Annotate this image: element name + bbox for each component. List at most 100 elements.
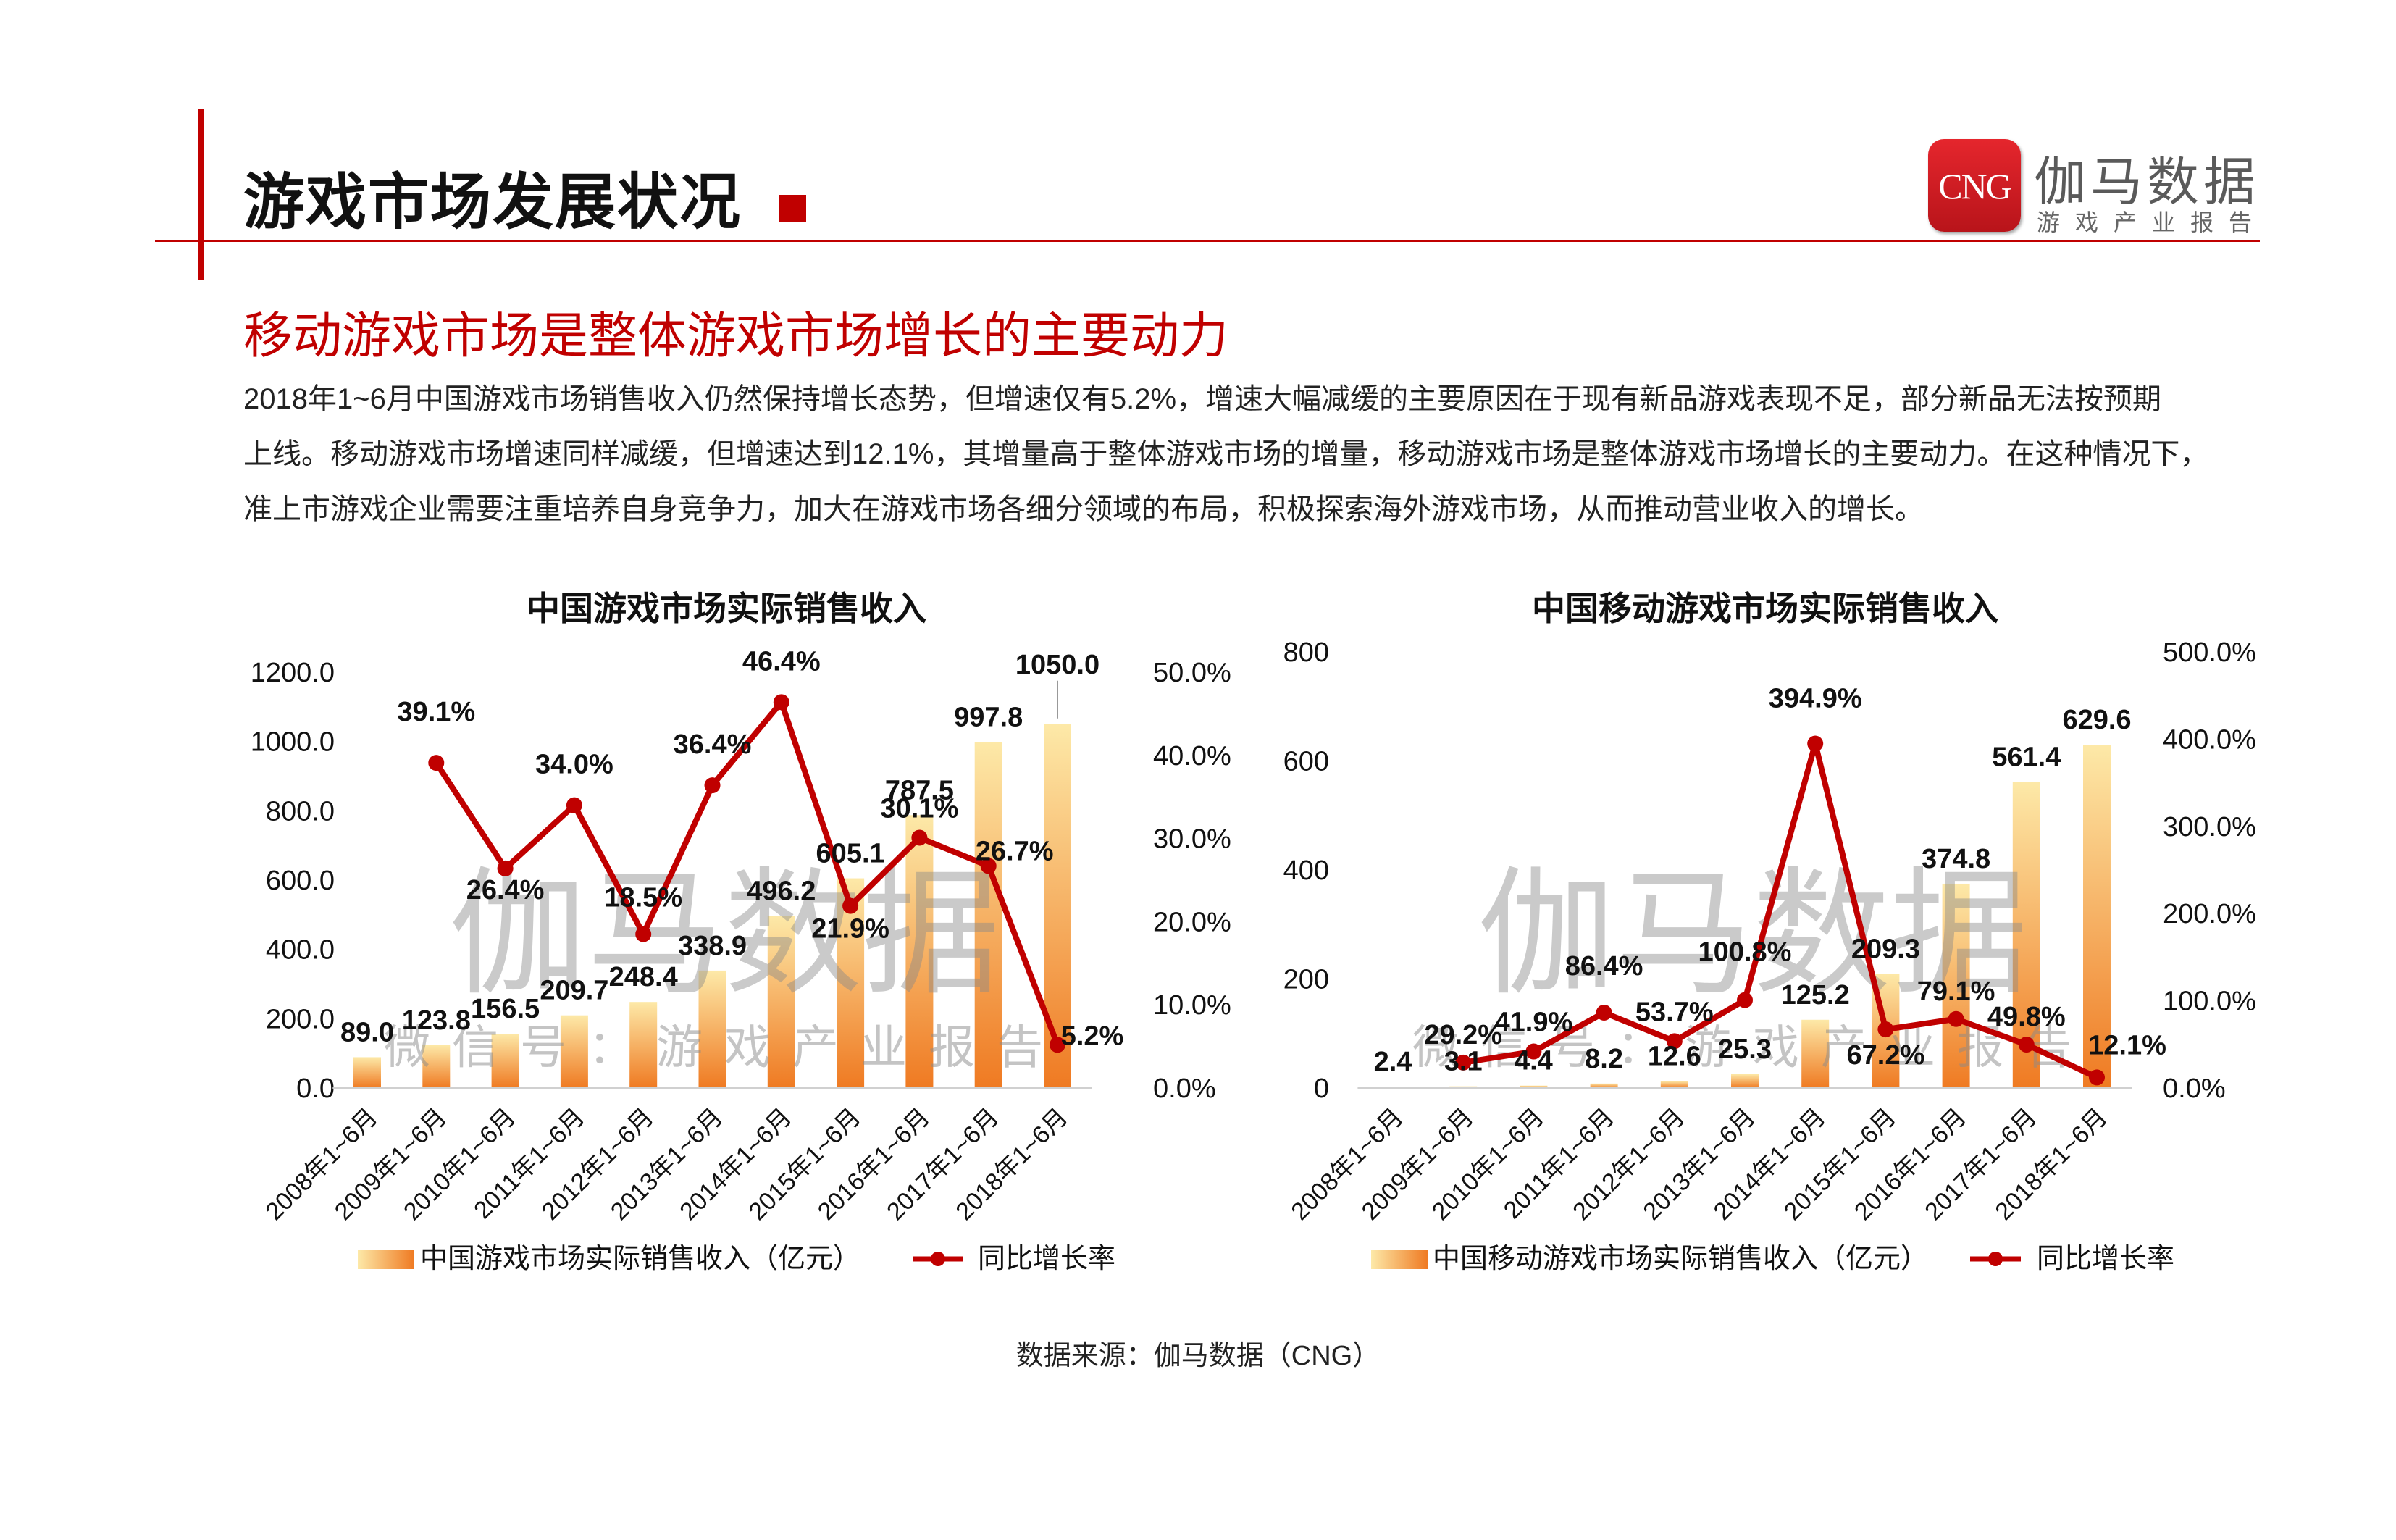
legend-line-marker — [1988, 1252, 2003, 1266]
y-right-tick-label: 50.0% — [1153, 658, 1231, 688]
bar — [2083, 745, 2111, 1088]
y-right-tick-label: 500.0% — [2163, 637, 2256, 668]
bar-value-label: 605.1 — [816, 839, 885, 869]
bar-value-label: 3.1 — [1444, 1047, 1483, 1077]
page-title: 游戏市场发展状况 — [243, 168, 742, 236]
y-left-tick-label: 0 — [1314, 1074, 1329, 1104]
line-value-label: 34.0% — [535, 750, 613, 780]
bar — [1801, 1019, 1830, 1088]
watermark-big: 伽马数据 — [449, 854, 1000, 1014]
line-point — [2018, 1037, 2035, 1053]
line-value-label: 49.8% — [1987, 1002, 2066, 1032]
line-point — [1737, 992, 1753, 1008]
line-point — [497, 860, 514, 876]
line-value-label: 29.2% — [1424, 1020, 1502, 1050]
y-left-tick-label: 1200.0 — [251, 658, 335, 688]
line-point — [773, 694, 789, 711]
line-value-label: 12.1% — [2088, 1030, 2166, 1060]
bar-value-label: 156.5 — [471, 994, 540, 1024]
bar — [905, 815, 934, 1088]
line-value-label: 5.2% — [1061, 1021, 1124, 1051]
growth-line — [1462, 740, 2098, 1081]
bar-value-label: 4.4 — [1515, 1046, 1553, 1076]
line-value-label: 67.2% — [1847, 1040, 1925, 1071]
line-point — [1050, 1037, 1065, 1053]
line-point — [428, 755, 445, 771]
line-value-label: 26.7% — [976, 836, 1054, 866]
bar-value-label: 8.2 — [1585, 1044, 1623, 1074]
bar-value-label: 2.4 — [1374, 1047, 1412, 1077]
y-left-tick-label: 600 — [1283, 747, 1329, 777]
bar — [1660, 1081, 1688, 1088]
line-value-label: 53.7% — [1635, 997, 1714, 1027]
logo-mark: CNG — [1938, 166, 2012, 206]
line-point — [1807, 735, 1824, 752]
y-left-tick-label: 800.0 — [266, 796, 335, 827]
y-left-tick-label: 200.0 — [266, 1004, 335, 1034]
bar — [629, 1002, 658, 1088]
data-source-note: 数据来源：伽马数据（CNG） — [1015, 1341, 1381, 1371]
line-value-label: 36.4% — [674, 729, 752, 760]
y-left-tick-label: 400 — [1283, 855, 1329, 886]
paragraph-line: 上线。移动游戏市场增速同样减缓，但增速达到12.1%，其增量高于整体游戏市场的增… — [243, 438, 2209, 470]
line-value-label: 394.9% — [1769, 684, 1862, 714]
bar-value-label: 496.2 — [747, 876, 816, 907]
bar-value-label: 997.8 — [954, 703, 1023, 733]
watermark-small: 微信号：游戏产业报告 — [1412, 1021, 2093, 1075]
bar-value-label: 125.2 — [1781, 980, 1850, 1010]
watermark: 伽马数据 微信号：游戏产业报告 伽马数据 微信号：游戏产业报告 — [384, 854, 2093, 1075]
bar-value-label: 787.5 — [885, 775, 954, 805]
bar — [974, 742, 1002, 1088]
bar-value-label: 561.4 — [1992, 742, 2061, 773]
cng-logo-icon: CNG — [1928, 139, 2021, 232]
bar-value-label: 1050.0 — [1015, 650, 1099, 680]
line-value-label: 79.1% — [1917, 976, 1995, 1007]
bar — [698, 970, 726, 1088]
line-value-label: 46.4% — [742, 646, 821, 677]
bar-value-label: 89.0 — [340, 1017, 394, 1047]
y-left-tick-label: 200 — [1283, 965, 1329, 995]
bar — [1731, 1074, 1759, 1088]
title-square-marker — [779, 195, 806, 222]
line-point — [980, 858, 997, 874]
bar-value-label: 209.7 — [540, 976, 608, 1006]
bar-value-label: 338.9 — [678, 931, 747, 961]
section-subtitle: 移动游戏市场是整体游戏市场增长的主要动力 — [243, 309, 1229, 364]
logo-name: 伽马数据 — [2034, 154, 2261, 212]
line-value-label: 21.9% — [811, 914, 889, 945]
line-point — [566, 797, 582, 813]
line-value-label: 100.8% — [1698, 937, 1792, 968]
y-right-tick-label: 0.0% — [2163, 1074, 2226, 1104]
watermark-small: 微信号：游戏产业报告 — [384, 1021, 1065, 1075]
legend-bar-swatch — [358, 1250, 414, 1269]
bar-value-label: 374.8 — [1922, 844, 1990, 874]
line-point — [1525, 1043, 1542, 1060]
bar-value-label: 12.6 — [1648, 1042, 1701, 1072]
bar — [1942, 883, 1970, 1088]
y-right-tick-label: 400.0% — [2163, 724, 2256, 755]
y-left-tick-label: 400.0 — [266, 935, 335, 966]
watermark-big: 伽马数据 — [1478, 854, 2028, 1014]
line-point — [911, 829, 928, 846]
bar — [422, 1045, 451, 1088]
growth-line — [433, 699, 1060, 1046]
line-value-label: 26.4% — [466, 875, 545, 905]
y-right-tick-label: 20.0% — [1153, 907, 1231, 937]
legend-bar-swatch — [1371, 1250, 1428, 1269]
chart-title: 中国游戏市场实际销售收入 — [527, 590, 926, 627]
bar — [1520, 1085, 1548, 1088]
legend-line-label: 同比增长率 — [978, 1244, 1115, 1274]
y-left-tick-label: 0.0 — [296, 1074, 335, 1104]
legend-bar-label: 中国移动游戏市场实际销售收入（亿元） — [1433, 1244, 1928, 1274]
summary-paragraph: 2018年1~6月中国游戏市场销售收入仍然保持增长态势，但增速仅有5.2%，增速… — [243, 372, 2271, 537]
bar — [353, 1057, 381, 1088]
line-value-label: 30.1% — [881, 793, 959, 824]
bar-value-label: 629.6 — [2062, 705, 2131, 735]
bar-value-label: 25.3 — [1718, 1034, 1772, 1065]
bar-value-label: 123.8 — [402, 1005, 471, 1036]
y-right-tick-label: 200.0% — [2163, 899, 2256, 929]
y-right-tick-label: 0.0% — [1153, 1074, 1216, 1104]
line-point — [1666, 1033, 1683, 1050]
legend-bar-label: 中国游戏市场实际销售收入（亿元） — [420, 1244, 860, 1274]
